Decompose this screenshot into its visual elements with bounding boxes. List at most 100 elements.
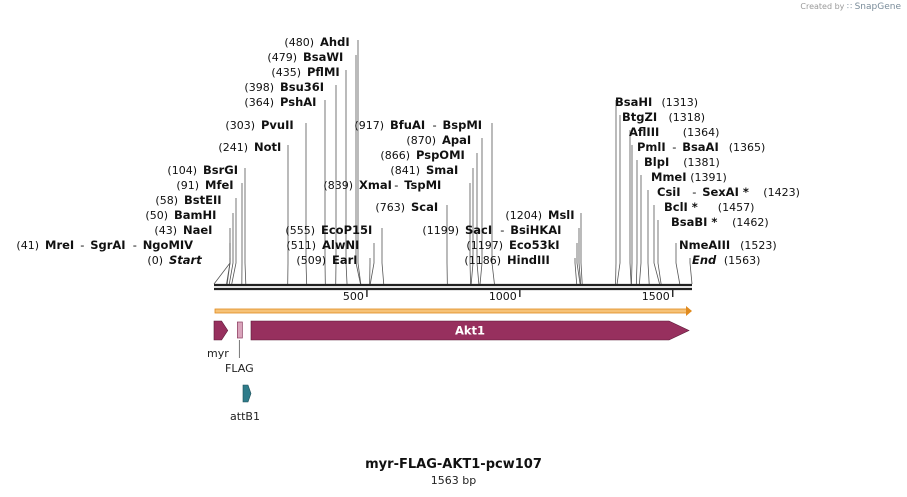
site-leader-line: [574, 258, 578, 285]
site-name-label: NotI: [254, 140, 281, 154]
site-name-label: SexAI *: [702, 185, 749, 199]
watermark-brand: SnapGene: [854, 2, 901, 12]
site-position-label: (1318): [669, 111, 706, 124]
site-leader-line: [479, 138, 483, 285]
site-name-label: HindIII: [507, 253, 550, 267]
feature-flag-box: [236, 321, 243, 339]
backbone: 500 1000 1500: [214, 283, 692, 303]
orf-arrow: [214, 306, 692, 316]
site-name-label: SacI: [465, 223, 492, 237]
site-name-label: BsaAI: [682, 140, 719, 154]
site-position-label: (1381): [683, 156, 720, 169]
site-position-label: (1457): [718, 201, 755, 214]
site-position-label: (0): [147, 254, 163, 267]
orf-bar: [214, 308, 688, 314]
site-position-label: (839): [323, 179, 353, 192]
site-position-label: (917): [354, 119, 384, 132]
feature-flag-label: FLAG: [225, 362, 254, 375]
site-position-label: (480): [284, 36, 314, 49]
feature-attb1-label: attB1: [230, 410, 260, 423]
sequence-map: (0) Start(41) MreI - SgrAI - NgoMIV(43) NaeI(50…: [16, 35, 799, 423]
watermark: Created by ∷ SnapGene: [800, 2, 901, 12]
site-leader-line: [580, 213, 583, 285]
site-leader-line: [355, 55, 361, 285]
site-name-label: AlwNI: [322, 238, 359, 252]
site-name-separator: -: [133, 238, 137, 252]
site-name-separator: -: [672, 140, 676, 154]
site-leader-line: [629, 130, 632, 285]
site-name-label: Eco53kI: [509, 238, 560, 252]
site-position-label: (1186): [464, 254, 501, 267]
site-leader-line: [469, 183, 471, 285]
site-name-separator: -: [500, 223, 504, 237]
site-name-label: BsaBI *: [671, 215, 717, 229]
site-position-label: (870): [406, 134, 436, 147]
site-name-label: NgoMIV: [143, 238, 193, 252]
feature-akt1-label: Akt1: [455, 324, 485, 338]
site-name-label: AflIII: [629, 125, 659, 139]
site-leader-line: [616, 115, 621, 285]
map-title: myr-FLAG-AKT1-pcw107: [365, 457, 542, 472]
features: myr FLAG Akt1 attB1: [207, 320, 690, 423]
site-name-label: BtgZI: [622, 110, 657, 124]
site-name-label: End: [692, 253, 717, 267]
site-name-label: NaeI: [183, 223, 212, 237]
site-position-label: (435): [271, 66, 301, 79]
site-name-label: MmeI: [651, 170, 687, 184]
site-name-label: ApaI: [442, 133, 471, 147]
site-leader-line: [647, 190, 650, 285]
site-name-separator: -: [692, 185, 696, 199]
site-position-label: (41): [16, 239, 39, 252]
site-leader-line: [345, 70, 348, 285]
site-position-label: (364): [244, 96, 274, 109]
site-name-label: BsaWI: [303, 50, 343, 64]
ruler-tick-label: 500: [343, 290, 364, 303]
site-position-label: (841): [390, 164, 420, 177]
site-position-label: (509): [296, 254, 326, 267]
feature-akt1-arrow: [250, 320, 690, 341]
site-leader-line: [231, 198, 237, 285]
site-name-label: BstEII: [184, 193, 222, 207]
site-position-label: (1204): [505, 209, 542, 222]
feature-myr-label: myr: [207, 347, 229, 360]
ruler-tick-label: 1000: [489, 290, 517, 303]
site-leader-line: [369, 243, 375, 285]
site-leader-line: [470, 168, 474, 285]
site-leader-line: [491, 123, 495, 285]
watermark-prefix: Created by: [800, 2, 845, 11]
site-leader-line: [635, 160, 638, 285]
site-name-label: BsrGI: [203, 163, 238, 177]
site-name-label: EarI: [332, 253, 358, 267]
site-name-label: PflMI: [307, 65, 340, 79]
site-position-label: (866): [380, 149, 410, 162]
site-name-label: BspMI: [443, 118, 483, 132]
site-position-label: (1197): [466, 239, 503, 252]
site-name-separator: -: [433, 118, 437, 132]
site-name-label: BlpI: [644, 155, 669, 169]
site-position-label: (1313): [662, 96, 699, 109]
site-position-label: (1365): [729, 141, 766, 154]
site-name-label: EcoP15I: [321, 223, 372, 237]
site-leader-line: [675, 243, 681, 285]
site-name-separator: -: [80, 238, 84, 252]
site-leader-line: [578, 228, 582, 285]
site-leader-line: [476, 153, 480, 285]
site-leader-line: [244, 168, 247, 285]
site-leader-line: [305, 123, 308, 285]
site-position-label: (43): [154, 224, 177, 237]
site-name-label: XmaI: [359, 178, 392, 192]
site-name-label: MfeI: [205, 178, 234, 192]
feature-attb1-arrow: [242, 384, 252, 403]
site-position-label: (1391): [690, 171, 727, 184]
site-position-label: (1563): [724, 254, 761, 267]
site-name-label: BfuAI: [390, 118, 425, 132]
site-name-label: BsaHI: [615, 95, 652, 109]
site-position-label: (1523): [740, 239, 777, 252]
site-leader-lines: [213, 40, 693, 285]
site-name-label: MslI: [548, 208, 575, 222]
site-name-label: NmeAIII: [679, 238, 730, 252]
site-position-label: (91): [176, 179, 199, 192]
site-position-label: (763): [375, 201, 405, 214]
site-leader-line: [226, 228, 231, 285]
site-leader-line: [381, 228, 385, 285]
